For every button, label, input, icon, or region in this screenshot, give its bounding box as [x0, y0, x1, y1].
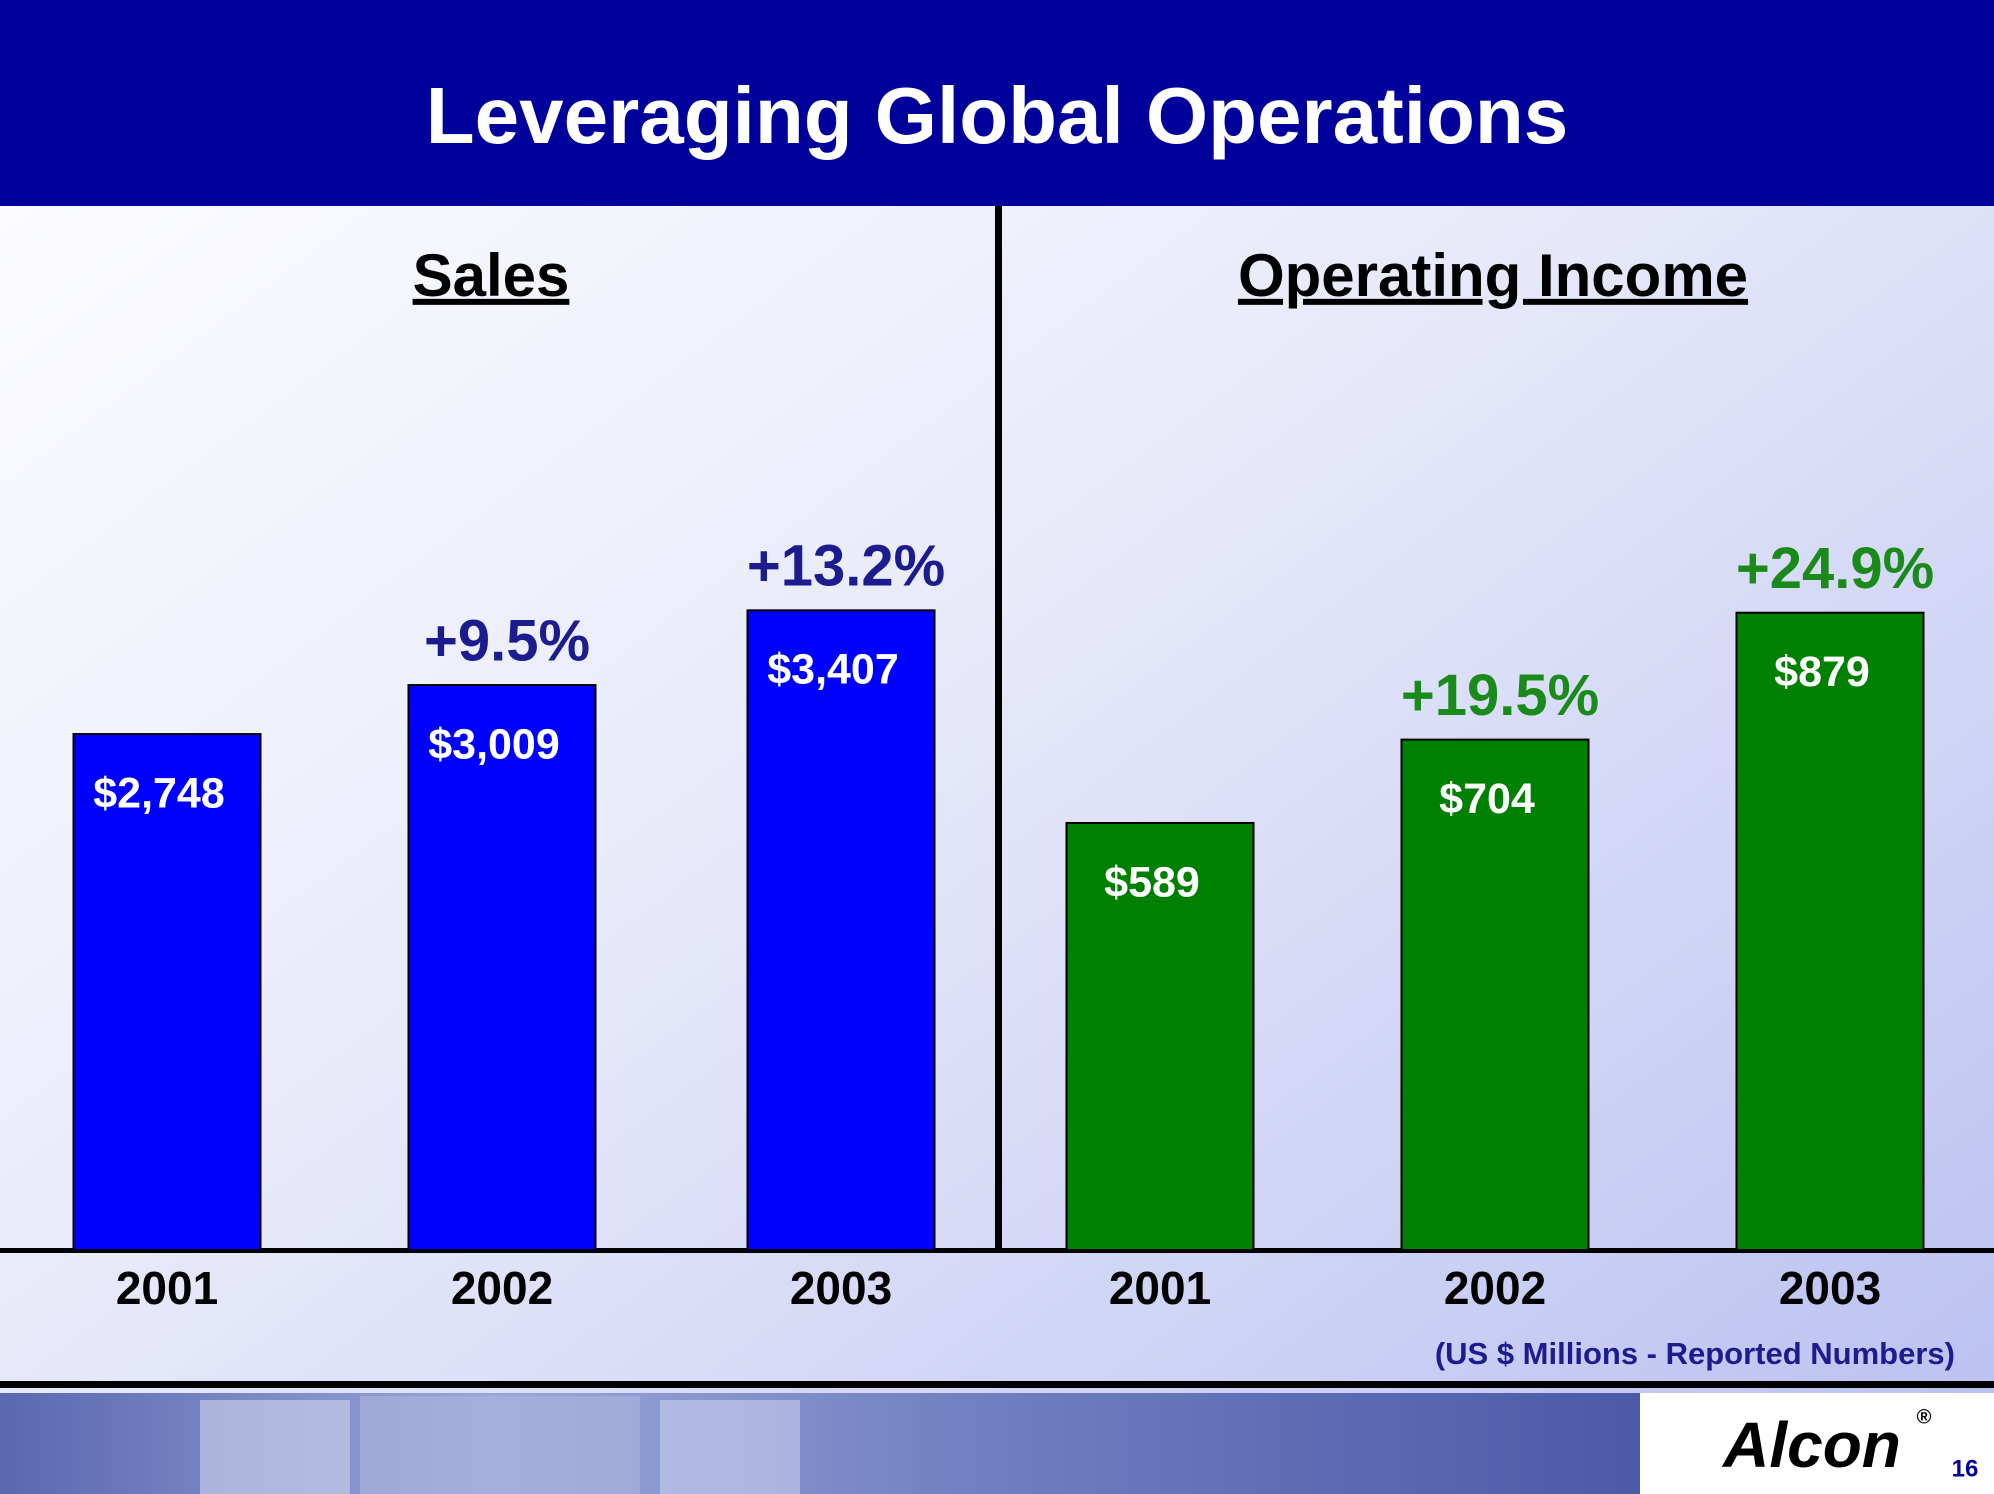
- growth-label: +24.9%: [1736, 536, 1934, 601]
- growth-label: +19.5%: [1401, 663, 1599, 728]
- x-tick-label: 2002: [1444, 1262, 1546, 1314]
- page-number: 16: [1952, 1455, 1979, 1482]
- footnote: (US $ Millions - Reported Numbers): [1435, 1336, 1955, 1371]
- x-tick-label: 2001: [1109, 1262, 1211, 1314]
- slide-title: Leveraging Global Operations: [426, 71, 1568, 160]
- chart-title: Sales: [413, 242, 570, 309]
- divider: [995, 206, 1002, 1252]
- header-band: [0, 0, 1994, 206]
- x-tick-label: 2002: [451, 1262, 553, 1314]
- growth-label: +13.2%: [747, 534, 945, 599]
- x-tick-label: 2003: [1779, 1262, 1881, 1314]
- bar: [1735, 611, 1925, 1251]
- value-label: $2,748: [93, 769, 225, 817]
- value-label: $879: [1774, 648, 1870, 696]
- growth-label: +9.5%: [424, 608, 590, 673]
- bar: [72, 733, 262, 1251]
- x-tick-label: 2003: [790, 1262, 892, 1314]
- logo: Alcon: [1721, 1409, 1901, 1481]
- bar: [1065, 821, 1255, 1251]
- x-tick-label: 2001: [116, 1262, 218, 1314]
- baseline: [0, 1248, 1994, 1253]
- product-photo: [660, 1400, 800, 1494]
- footer-rule: [0, 1381, 1994, 1388]
- product-photo: [360, 1396, 640, 1494]
- logo-mark: ®: [1917, 1406, 1932, 1428]
- value-label: $704: [1439, 775, 1535, 823]
- value-label: $589: [1104, 858, 1200, 906]
- logo-area: [1640, 1393, 1994, 1494]
- bar: [1400, 738, 1590, 1251]
- bar: [746, 609, 936, 1251]
- value-label: $3,407: [767, 646, 899, 694]
- value-label: $3,009: [428, 720, 560, 768]
- chart-title: Operating Income: [1238, 242, 1748, 309]
- product-photo: [200, 1400, 350, 1494]
- bar: [407, 684, 597, 1251]
